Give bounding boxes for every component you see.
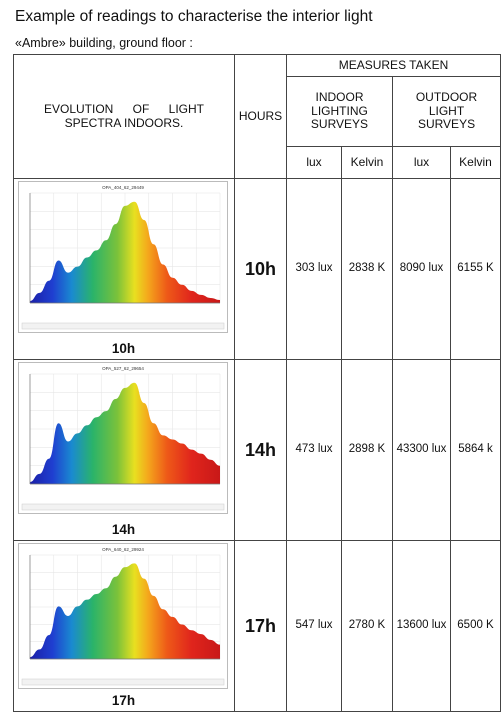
indoor-kelvin-cell: 2780 K [341, 540, 393, 712]
spectrum-cell: OPA_404_62_29449 10h [13, 178, 235, 360]
spectrum-chart: OPA_527_62_29654 [18, 362, 228, 514]
outdoor-lux-cell: 13600 lux [392, 540, 451, 712]
outdoor-kelvin-cell: 5864 k [449, 359, 502, 541]
spectrum-area [30, 382, 220, 484]
indoor-lux-cell: 547 lux [286, 540, 342, 712]
page-title: Example of readings to characterise the … [15, 8, 373, 25]
outdoor-kelvin-cell: 6500 K [449, 540, 502, 712]
readings-table: EVOLUTION OF LIGHT SPECTRA INDOORS. HOUR… [13, 54, 502, 712]
spectrum-cell: OPA_640_62_29924 17h [13, 540, 235, 712]
indoor-kelvin-header: Kelvin [341, 146, 393, 179]
outdoor-lux-header: lux [392, 146, 451, 179]
table-row: OPA_527_62_29654 14h 14h 473 lux 2898 K … [13, 359, 502, 541]
table-row: OPA_404_62_29449 10h 10h 303 lux 2838 K … [13, 178, 502, 360]
chart-footer-bar [21, 678, 225, 686]
chart-footer-bar [21, 503, 225, 511]
chart-title: OPA_404_62_29449 [102, 185, 144, 190]
chart-title: OPA_640_62_29924 [102, 547, 144, 552]
spectrum-area [30, 563, 220, 659]
spectrum-chart: OPA_640_62_29924 [18, 543, 228, 689]
table-row: OPA_640_62_29924 17h 17h 547 lux 2780 K … [13, 540, 502, 712]
spectrum-label: 17h [111, 693, 136, 709]
indoor-kelvin-cell: 2838 K [341, 178, 393, 360]
outdoor-lux-cell: 43300 lux [392, 359, 451, 541]
indoor-surveys-header: INDOOR LIGHTING SURVEYS [286, 76, 393, 147]
spectrum-label: 10h [111, 341, 136, 357]
spectrum-area [30, 201, 220, 303]
hour-cell: 14h [234, 359, 287, 541]
evolution-header: EVOLUTION OF LIGHT SPECTRA INDOORS. [13, 54, 235, 179]
outdoor-kelvin-header: Kelvin [449, 146, 502, 179]
spectrum-cell: OPA_527_62_29654 14h [13, 359, 235, 541]
spectrum-label: 14h [111, 522, 136, 538]
indoor-lux-cell: 473 lux [286, 359, 342, 541]
indoor-lux-header: lux [286, 146, 342, 179]
chart-footer-bar [21, 322, 225, 330]
spectrum-chart: OPA_404_62_29449 [18, 181, 228, 333]
outdoor-lux-cell: 8090 lux [392, 178, 451, 360]
indoor-lux-cell: 303 lux [286, 178, 342, 360]
measures-taken-header: MEASURES TAKEN [285, 54, 502, 77]
hour-cell: 17h [234, 540, 287, 712]
page-subtitle: «Ambre» building, ground floor : [15, 36, 193, 50]
hour-cell: 10h [234, 178, 287, 360]
outdoor-kelvin-cell: 6155 K [449, 178, 502, 360]
outdoor-surveys-header: OUTDOOR LIGHT SURVEYS [391, 76, 502, 147]
hours-header: HOURS [234, 54, 287, 179]
indoor-kelvin-cell: 2898 K [341, 359, 393, 541]
chart-title: OPA_527_62_29654 [102, 366, 144, 371]
